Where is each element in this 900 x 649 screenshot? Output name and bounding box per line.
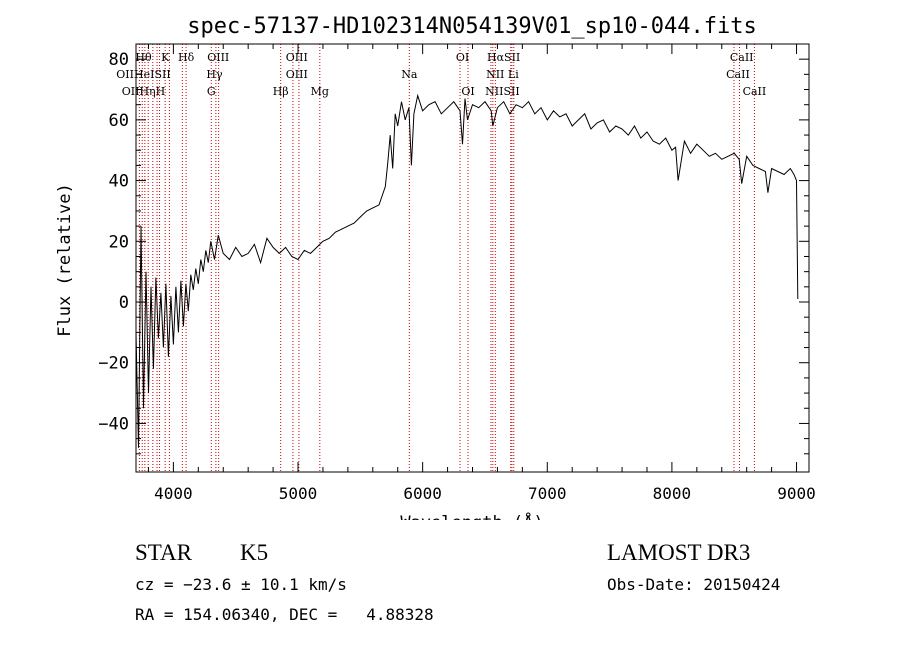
x-tick-label: 7000 [528,484,567,503]
emission-line-label: K [161,51,170,64]
emission-line-label: OI [456,51,469,64]
x-tick-label: 9000 [777,484,816,503]
emission-line-label: Hδ [178,51,195,64]
emission-line-labels: Hθ K Hδ OIII OIII OI HαSII CaII OIIHeISII Hγ OIII N… [116,51,766,98]
emission-line-label: NIISII [485,85,520,98]
y-tick-label: 80 [109,50,129,70]
emission-line-label: OIIHηH [122,85,165,98]
emission-line-label: OIIHeISII [116,68,170,81]
y-tick-label: −40 [98,414,129,434]
y-tick-label: 40 [109,172,129,192]
observation-date: Obs-Date: 20150424 [607,575,781,594]
y-tick-label: 60 [109,111,129,131]
y-axis-label: Flux (relative) [55,183,75,337]
emission-line-label: CaII [743,85,767,98]
chart-title: spec-57137-HD102314N054139V01_sp10-044.f… [187,14,757,39]
object-subclass: K5 [240,540,269,565]
emission-line-label: CaII [726,68,750,81]
emission-line-label: HαSII [487,51,520,64]
coordinates: RA = 154.06340, DEC = 4.88328 [135,605,434,624]
y-tick-label: −20 [98,354,129,374]
y-tick-label: 20 [109,232,129,252]
plot-frame [135,43,810,473]
redshift-velocity: cz = −23.6 ± 10.1 km/s [135,575,347,594]
survey-name: LAMOST DR3 [607,540,751,565]
emission-line-label: Hβ [273,85,289,98]
spectrum-line [135,93,799,448]
emission-line-label: NII Li [486,68,519,81]
x-axis: 4000 5000 6000 7000 8000 9000 [147,44,816,503]
spectrum-chart: spec-57137-HD102314N054139V01_sp10-044.f… [55,14,816,520]
x-tick-label: 6000 [403,484,442,503]
emission-line-label: OIII [286,68,308,81]
emission-line-label: OIII [286,51,308,64]
y-axis: −40 −20 0 20 40 60 80 [98,50,809,455]
emission-line-label: CaII [730,51,754,64]
emission-line-label: OI [461,85,474,98]
emission-line-label: Mg [311,85,329,98]
emission-line-label: Na [401,68,418,81]
x-tick-label: 4000 [154,484,193,503]
x-axis-label: Wavelength (Å) [400,511,543,520]
emission-line-label: Hγ [206,68,223,81]
object-class: STAR [135,540,192,565]
y-tick-label: 0 [119,293,129,313]
x-tick-label: 8000 [653,484,692,503]
emission-line-label: Hθ [135,51,152,64]
emission-line-label: OIII [207,51,229,64]
x-tick-label: 5000 [279,484,318,503]
emission-line-label: G [207,85,216,98]
